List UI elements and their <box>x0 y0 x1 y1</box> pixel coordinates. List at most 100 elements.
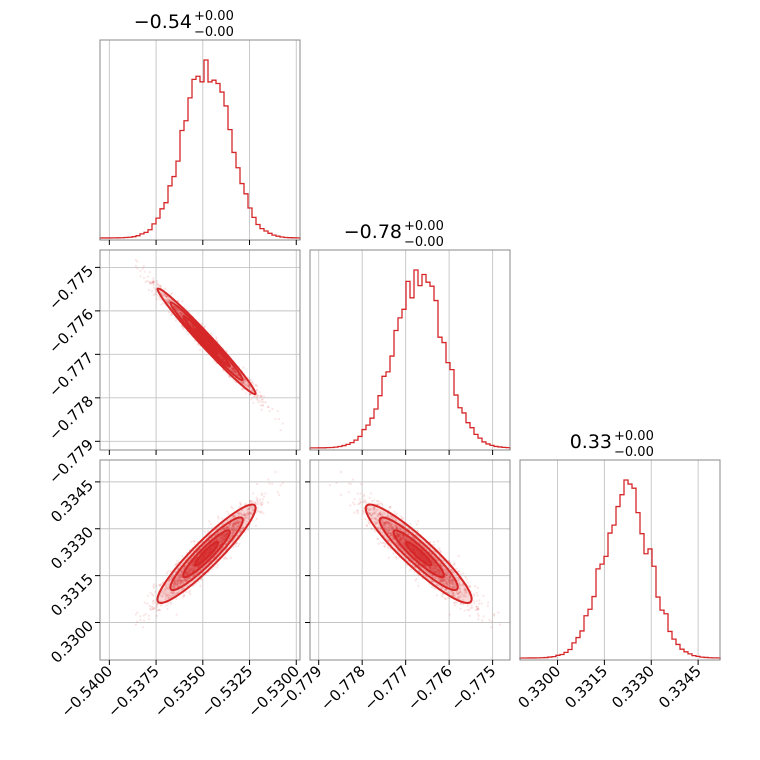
sample-point <box>451 582 454 586</box>
sample-point <box>215 337 218 341</box>
sample-point <box>174 307 178 310</box>
sample-point <box>165 593 168 596</box>
sample-point <box>219 538 223 541</box>
sample-point <box>192 565 195 568</box>
sample-point <box>254 524 258 527</box>
sample-point <box>179 578 183 581</box>
sample-point <box>173 585 176 588</box>
sample-point <box>235 519 238 523</box>
sample-point <box>173 581 177 584</box>
sample-point <box>256 394 259 397</box>
sample-point <box>189 570 192 573</box>
sample-point <box>164 597 167 601</box>
sample-point <box>173 586 176 589</box>
sample-point <box>181 588 184 591</box>
sample-point <box>192 561 195 565</box>
sample-point <box>190 568 193 571</box>
sample-point <box>165 584 168 587</box>
sample-point <box>225 532 228 535</box>
sample-point <box>151 282 155 285</box>
sample-point <box>239 512 242 516</box>
sample-point <box>185 578 188 581</box>
sample-point <box>176 308 179 311</box>
sample-point <box>243 516 246 519</box>
sample-point <box>218 537 221 541</box>
sample-point <box>152 602 155 605</box>
sample-point <box>218 543 221 546</box>
sample-point <box>238 511 242 514</box>
sample-point <box>158 289 161 292</box>
sample-point <box>160 595 164 598</box>
sample-point <box>225 525 228 529</box>
sample-point <box>186 571 189 575</box>
sample-point <box>244 514 247 517</box>
sample-point <box>152 281 155 284</box>
sample-point <box>157 283 160 286</box>
sample-point <box>173 305 176 308</box>
sample-point <box>190 324 193 327</box>
sample-point <box>225 532 228 536</box>
sample-point <box>247 386 250 389</box>
panel-frame <box>99 39 301 241</box>
sample-point <box>190 566 194 569</box>
sample-point <box>173 305 176 308</box>
sample-point <box>224 537 227 540</box>
sample-point <box>193 339 197 342</box>
sample-point <box>170 577 173 580</box>
sample-point <box>241 527 245 530</box>
panel-title-lower-2: −0.00 <box>614 445 654 460</box>
sample-point <box>180 575 183 578</box>
sample-point <box>220 355 223 358</box>
sample-point <box>247 384 250 388</box>
sample-point <box>398 544 401 547</box>
sample-point <box>168 589 171 592</box>
sample-point <box>252 401 255 404</box>
sample-point <box>158 594 162 597</box>
sample-point <box>281 481 284 485</box>
sample-point <box>144 613 147 616</box>
sample-point <box>279 484 282 487</box>
sample-point <box>374 511 377 514</box>
sample-point <box>231 368 234 371</box>
sample-point <box>168 578 171 581</box>
sample-point <box>175 597 178 600</box>
sample-point <box>158 296 161 299</box>
sample-point <box>234 529 237 532</box>
sample-point <box>192 584 195 588</box>
sample-point <box>179 314 183 317</box>
sample-point <box>189 571 192 574</box>
sample-point <box>248 513 251 516</box>
sample-point <box>231 367 234 370</box>
sample-point <box>222 537 225 540</box>
sample-point <box>233 371 236 374</box>
sample-point <box>181 300 184 303</box>
sample-point <box>356 512 359 515</box>
sample-point <box>231 531 234 534</box>
sample-point <box>136 260 139 263</box>
sample-point <box>177 579 180 582</box>
sample-point <box>199 584 202 587</box>
sample-point <box>190 563 193 566</box>
sample-point <box>246 514 249 518</box>
sample-point <box>234 521 237 524</box>
sample-point <box>170 594 174 597</box>
sample-point <box>165 295 168 298</box>
sample-point <box>238 519 241 522</box>
sample-point <box>166 301 169 304</box>
sample-point <box>211 568 214 571</box>
sample-point <box>216 566 219 569</box>
sample-point <box>230 364 233 368</box>
sample-point <box>268 409 271 413</box>
sample-point <box>226 526 229 529</box>
sample-point <box>184 571 187 575</box>
sample-point <box>159 600 162 603</box>
sample-point <box>232 369 235 373</box>
sample-point <box>191 325 194 328</box>
sample-point <box>188 576 191 579</box>
sample-point <box>219 355 223 358</box>
sample-point <box>233 515 236 518</box>
sample-point <box>146 275 150 278</box>
sample-point <box>164 595 167 598</box>
sample-point <box>220 537 223 540</box>
sample-point <box>260 400 263 404</box>
